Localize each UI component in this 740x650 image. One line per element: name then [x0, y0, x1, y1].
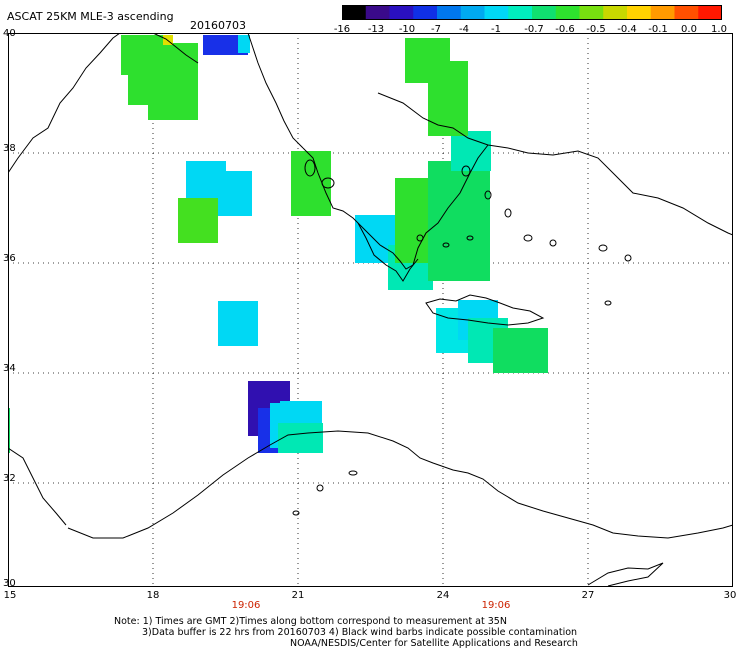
- colorbar-label: -4: [459, 24, 469, 35]
- lon-tick-label: 24: [436, 590, 450, 601]
- coast-turkey: [507, 147, 733, 236]
- note-line: Note: 1) Times are GMT 2)Times along bot…: [114, 616, 507, 627]
- colorbar-label: -0.5: [586, 24, 606, 35]
- island: [484, 190, 492, 200]
- colorbar-label: -10: [398, 24, 416, 35]
- colorbar: [342, 5, 722, 20]
- island: [461, 165, 471, 177]
- colorbar-segment: [508, 5, 533, 20]
- swath-cell: [203, 35, 248, 55]
- colorbar-segment: [627, 5, 652, 20]
- colorbar-segment: [674, 5, 699, 20]
- island: [348, 470, 358, 476]
- swath-cell: [215, 171, 252, 216]
- swath-cell: [428, 161, 490, 281]
- island: [442, 242, 450, 248]
- islands: [292, 159, 632, 516]
- colorbar-label: -1: [491, 24, 501, 35]
- colorbar-label: -16: [333, 24, 351, 35]
- lon-tick-label: 15: [3, 590, 17, 601]
- lat-tick-label: 38: [3, 143, 16, 154]
- colorbar-label: -0.7: [524, 24, 544, 35]
- colorbar-label: -13: [367, 24, 385, 35]
- colorbar-segment: [484, 5, 509, 20]
- colorbar-segment: [437, 5, 462, 20]
- island: [598, 244, 608, 252]
- note-line: NOAA/NESDIS/Center for Satellite Applica…: [290, 638, 578, 649]
- colorbar-segment: [413, 5, 438, 20]
- colorbar-label: 0.0: [681, 24, 697, 35]
- colorbar-segment: [650, 5, 675, 20]
- colorbar-label: -7: [431, 24, 441, 35]
- island: [466, 235, 474, 241]
- colorbar-label: -0.4: [617, 24, 637, 35]
- swath-cell: [451, 131, 491, 171]
- map-title: ASCAT 25KM MLE-3 ascending: [7, 10, 174, 23]
- colorbar-segment: [532, 5, 557, 20]
- island: [504, 208, 512, 218]
- pass-time-label: 19:06: [481, 600, 511, 611]
- island: [523, 234, 533, 242]
- lat-tick-label: 40: [3, 28, 16, 39]
- coast-italy-heel: [152, 33, 199, 64]
- lat-tick-label: 36: [3, 253, 16, 264]
- lat-tick-label: 32: [3, 473, 16, 484]
- island: [304, 159, 316, 177]
- colorbar-label: -0.1: [648, 24, 668, 35]
- swath-cell: [218, 301, 258, 346]
- lat-tick-label: 34: [3, 363, 16, 374]
- coastlines: [8, 33, 733, 587]
- colorbar-segment: [365, 5, 390, 20]
- note-line: 3)Data buffer is 22 hrs from 20160703 4)…: [142, 627, 578, 638]
- island: [316, 484, 324, 492]
- swath-cell: [291, 151, 331, 216]
- colorbar-segment: [460, 5, 485, 20]
- coast-albania: [247, 33, 304, 149]
- coast-greece-west: [302, 147, 414, 270]
- colorbar-segment: [342, 5, 367, 20]
- island: [604, 300, 612, 306]
- swath-cells: [8, 35, 548, 453]
- colorbar-labels: -16 -13 -10 -7 -4 -1 -0.7 -0.6 -0.5 -0.4…: [331, 24, 733, 38]
- island: [321, 177, 335, 189]
- swath-cell: [493, 328, 548, 373]
- colorbar-segment: [579, 5, 604, 20]
- swath-cell: [178, 198, 218, 243]
- swath-cell: [8, 408, 10, 453]
- coast-italy-calabria: [8, 33, 121, 174]
- coast-aegean-north: [377, 92, 509, 149]
- colorbar-segment: [698, 5, 722, 20]
- lon-tick-label: 21: [291, 590, 305, 601]
- colorbar-border: [342, 5, 722, 20]
- pass-time-label: 19:06: [231, 600, 261, 611]
- lon-tick-label: 27: [581, 590, 595, 601]
- colorbar-segment: [389, 5, 414, 20]
- lon-tick-label: 18: [146, 590, 160, 601]
- coast-cyprus-edge: [587, 562, 664, 587]
- map-date: 20160703: [190, 19, 246, 32]
- coast-crete: [425, 294, 545, 326]
- map-canvas[interactable]: [8, 33, 733, 587]
- coast-greece-east: [412, 144, 489, 266]
- coast-libya: [67, 430, 733, 539]
- lat-tick-label: 30: [3, 578, 16, 589]
- map-frame: [8, 33, 733, 587]
- lon-tick-label: 30: [723, 590, 737, 601]
- colorbar-label: -0.6: [555, 24, 575, 35]
- swath-cell: [148, 43, 198, 120]
- colorbar-segment: [603, 5, 628, 20]
- coast-sicily-edge: [8, 447, 67, 526]
- swath-cell: [278, 423, 323, 453]
- island: [292, 510, 300, 516]
- coast-peloponnese: [357, 222, 419, 282]
- colorbar-label: 1.0: [711, 24, 727, 35]
- colorbar-segment: [555, 5, 580, 20]
- graticule: [8, 33, 733, 587]
- island: [624, 254, 632, 262]
- swath-cell: [238, 35, 250, 53]
- island: [416, 234, 424, 242]
- island: [549, 239, 557, 247]
